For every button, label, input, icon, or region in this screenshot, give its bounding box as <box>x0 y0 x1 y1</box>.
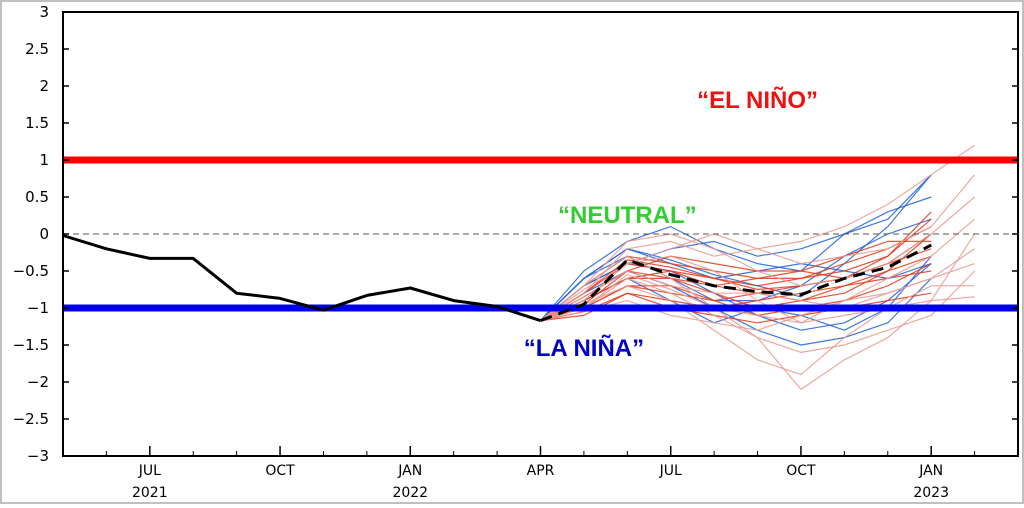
region-annotation: “LA NIÑA” <box>524 334 644 362</box>
ensemble-member-line <box>540 292 932 324</box>
forecast-mean-line <box>539 243 932 323</box>
y-tick-label: 3 <box>39 3 49 21</box>
ensemble-member-line <box>540 196 975 322</box>
y-tick-label: −2.5 <box>13 410 49 428</box>
x-tick-label: JAN <box>397 463 422 479</box>
x-tick-year-label: 2021 <box>132 485 168 501</box>
annotations: “EL NIÑO” “NEUTRAL” “LA NIÑA” <box>524 86 818 362</box>
x-tick-label: APR <box>527 463 555 479</box>
x-tick-label: JUL <box>138 463 161 479</box>
x-tick-label: JAN <box>918 463 943 479</box>
ensemble-member-line <box>540 270 932 322</box>
y-tick-label: 1.5 <box>25 114 49 132</box>
y-tick-label: −1 <box>27 299 49 317</box>
x-tick-label: JUL <box>659 463 682 479</box>
x-tick-year-label: 2022 <box>392 485 428 501</box>
ensemble-member-line <box>540 255 932 322</box>
ensemble-members <box>540 144 976 390</box>
y-tick-label: −3 <box>27 447 49 465</box>
observed-line <box>62 234 541 323</box>
ensemble-member-line <box>540 248 975 322</box>
y-tick-label: −0.5 <box>13 262 49 280</box>
region-annotation: “NEUTRAL” <box>558 202 697 229</box>
ensemble-member-line <box>540 270 976 353</box>
y-tick-label: 2.5 <box>25 40 49 58</box>
x-tick-year-label: 2023 <box>913 485 949 501</box>
ensemble-member-line <box>540 285 975 376</box>
ensemble-member-line <box>540 174 976 322</box>
y-tick-label: −2 <box>27 373 49 391</box>
y-tick-label: 0 <box>39 225 49 243</box>
ensemble-member-line <box>540 196 932 321</box>
y-axis: 3 2.5 2 1.5 1 0.5 0 −0.5 −1 −1.5 −2 −2.5 −3 <box>13 3 1018 465</box>
region-annotation: “EL NIÑO” <box>697 86 818 114</box>
threshold-lines <box>63 156 1018 312</box>
y-tick-label: 2 <box>39 77 49 95</box>
y-tick-label: −1.5 <box>13 336 49 354</box>
x-tick-label: OCT <box>265 463 295 479</box>
ensemble-member-line <box>540 174 932 322</box>
main-series <box>62 234 932 323</box>
y-tick-label: 1 <box>39 151 49 169</box>
x-axis: JUL 2021 OCT JAN 2022 APR JUL OCT JAN 2023 <box>62 446 1019 501</box>
y-tick-label: 0.5 <box>25 188 49 206</box>
x-tick-label: OCT <box>786 463 816 479</box>
